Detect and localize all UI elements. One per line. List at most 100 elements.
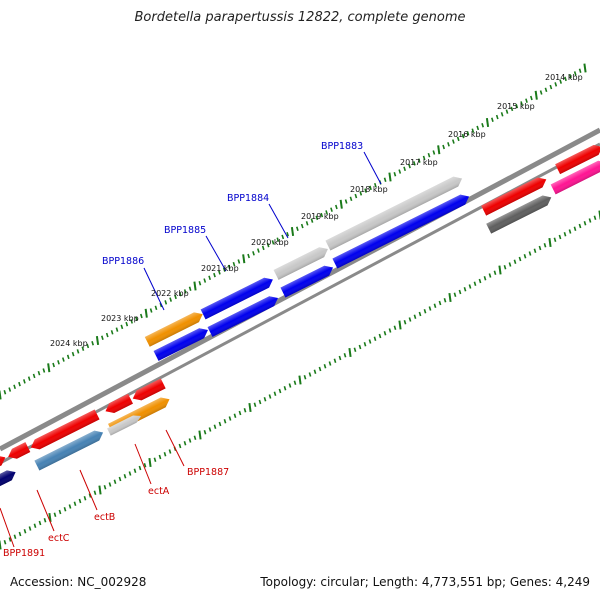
outer-band-tick	[564, 76, 567, 82]
outer-band-tick	[359, 191, 363, 196]
inner-band-tick	[513, 259, 517, 264]
outer-band-tick	[417, 158, 421, 163]
inner-band-tick	[393, 325, 397, 330]
outer-band-tick	[325, 210, 328, 215]
tick-label-2015: 2015 kbp	[497, 102, 535, 111]
outer-band-tick	[71, 351, 75, 357]
outer-band-tick	[349, 196, 353, 202]
inner-band-tick	[523, 254, 527, 259]
outer-band-tick	[515, 103, 519, 109]
outer-band-tick	[203, 278, 207, 283]
outer-band-tick	[461, 133, 465, 139]
outer-band-tick	[364, 188, 367, 193]
inner-band-tick	[438, 300, 442, 306]
inner-band-tick	[333, 358, 337, 363]
inner-band-tick	[208, 427, 212, 432]
inner-band-tick	[98, 485, 102, 495]
gene-bpp1886-outer-shade	[144, 312, 203, 347]
outer-band-tick	[193, 281, 197, 291]
inner-band-tick	[503, 265, 507, 270]
inner-band-tick	[113, 479, 117, 484]
gene-label-bpp1887: BPP1887	[187, 467, 229, 478]
gene-bpp1883-outer	[325, 176, 463, 251]
inner-band-tick	[508, 262, 512, 267]
inner-band-tick	[253, 402, 257, 407]
gene-bpp1891-inner-shade	[0, 470, 16, 489]
outer-band-tick	[320, 212, 324, 218]
gene-ecta-outer	[132, 378, 166, 401]
inner-band-tick	[293, 380, 297, 385]
gene-ectb-inner	[34, 430, 104, 471]
inner-band-tick	[453, 292, 457, 297]
inner-band-tick	[218, 421, 222, 427]
inner-band-tick	[468, 284, 472, 289]
gene-bpp1884-inner-shade	[280, 265, 334, 298]
outer-band-tick	[91, 340, 94, 346]
outer-band-tick	[149, 308, 153, 313]
inner-band-tick	[213, 424, 217, 429]
gene-upper-right-red-2	[555, 145, 600, 175]
outer-band-tick	[310, 218, 314, 223]
inner-band-tick	[233, 413, 237, 418]
inner-band-tick	[148, 457, 152, 468]
outer-band-tick	[135, 316, 138, 321]
outer-band-tick	[305, 221, 309, 226]
gene-bpp1884-inner	[280, 265, 334, 298]
gene-ectc-outer-shade	[30, 409, 100, 450]
tick-label-2016: 2016 kbp	[448, 130, 486, 139]
inner-band-tick	[288, 383, 292, 388]
inner-band-tick	[128, 471, 132, 476]
outer-band-tick	[27, 376, 31, 381]
outer-band-tick	[3, 390, 7, 395]
outer-band-tick	[66, 354, 70, 360]
gene-left-edge-red-shade	[0, 455, 6, 468]
leader-bpp1885	[205, 235, 227, 272]
inner-band-tick	[258, 399, 262, 405]
gene-bpp1883-outer-shade	[325, 176, 463, 251]
tick-label-2017: 2017 kbp	[400, 158, 438, 167]
inner-band-tick	[568, 229, 572, 234]
inner-band-tick	[88, 493, 92, 498]
outer-band-tick	[110, 330, 114, 335]
inner-band-tick	[323, 364, 327, 369]
inner-band-tick	[418, 311, 422, 317]
outer-band-tick	[554, 82, 558, 87]
inner-band-tick	[548, 237, 552, 248]
leader-bpp1884	[268, 203, 289, 239]
inner-band-tick	[398, 320, 402, 330]
gene-bpp1891-inner	[0, 470, 16, 489]
inner-band-tick	[348, 347, 352, 358]
outer-band-tick	[218, 270, 221, 275]
inner-band-tick	[463, 287, 467, 292]
inner-band-tick	[308, 372, 312, 377]
gene-bpp1884-outer-shade	[273, 247, 328, 280]
inner-band-tick	[283, 386, 287, 391]
gene-label-ectb: ectB	[94, 512, 115, 523]
outer-band-tick	[37, 370, 41, 376]
outer-band-tick	[388, 172, 392, 182]
inner-band-tick	[593, 215, 597, 220]
outer-band-tick	[183, 289, 187, 294]
outer-band-tick	[276, 237, 280, 242]
tick-label-2023: 2023 kbp	[101, 314, 139, 323]
inner-band-tick	[3, 540, 7, 545]
inner-band-tick	[363, 342, 367, 347]
inner-band-tick	[338, 355, 342, 361]
outer-band-tick	[534, 90, 538, 100]
outer-band-tick	[491, 117, 494, 123]
gene-track	[0, 145, 600, 489]
gene-label-bpp1884: BPP1884	[227, 193, 269, 204]
tick-label-2020: 2020 kbp	[251, 238, 289, 247]
inner-band-tick	[588, 218, 592, 223]
outer-band-tick	[101, 335, 104, 341]
gene-bpp1886-inner-shade	[153, 328, 208, 361]
gene-label-bpp1886: BPP1886	[102, 256, 144, 267]
outer-band-tick	[569, 73, 572, 79]
gene-ectb-outer	[105, 393, 133, 414]
outer-band-tick	[452, 139, 455, 144]
tick-label-2021: 2021 kbp	[201, 264, 239, 273]
outer-band-tick	[583, 63, 587, 73]
tick-label-2014: 2014 kbp	[545, 73, 583, 82]
tick-label-2018: 2018 kbp	[350, 185, 388, 194]
outer-band-tick	[247, 253, 250, 259]
